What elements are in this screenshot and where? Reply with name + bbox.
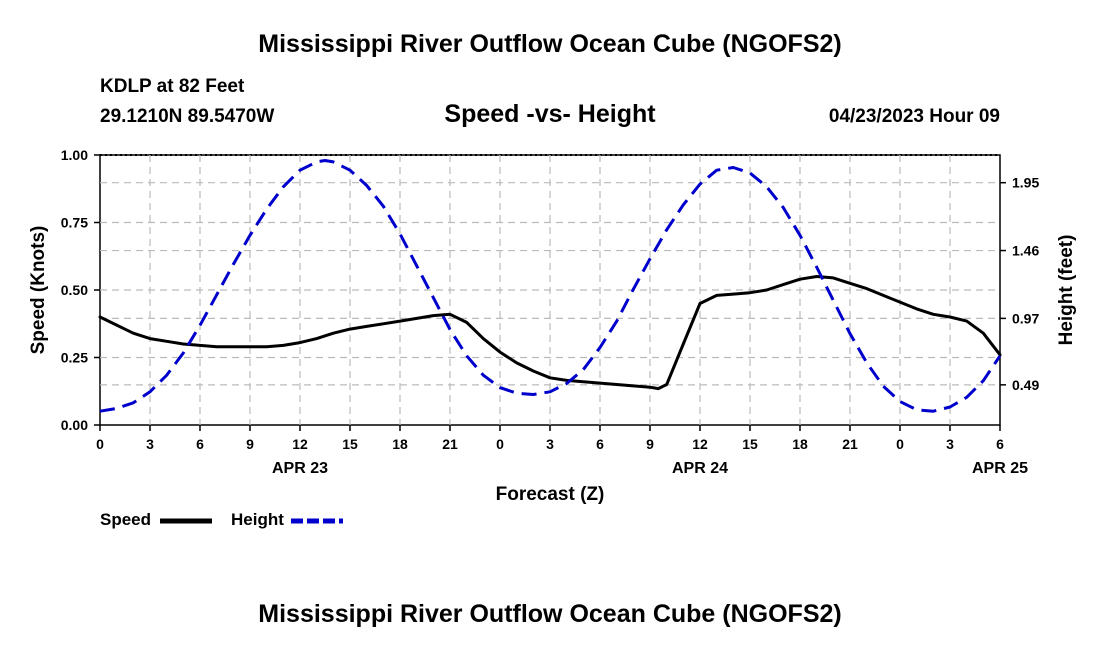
x-tick-label: 3 <box>146 436 154 452</box>
x-tick-label: 9 <box>246 436 254 452</box>
y-left-tick-label: 0.50 <box>61 282 88 298</box>
x-tick-label: 0 <box>96 436 104 452</box>
y-left-tick-label: 0.00 <box>61 417 88 433</box>
x-tick-label: 3 <box>946 436 954 452</box>
y-right-tick-label: 0.97 <box>1012 310 1039 326</box>
x-tick-label: 9 <box>646 436 654 452</box>
chart-subtitle: Speed -vs- Height <box>444 100 656 128</box>
legend-speed-swatch <box>160 518 212 524</box>
x-tick-label: 21 <box>842 436 858 452</box>
y-right-axis-title: Height (feet) <box>1056 235 1077 346</box>
station-coordinates: 29.1210N 89.5470W <box>100 106 275 127</box>
x-tick-label: 21 <box>442 436 458 452</box>
y-right-tick-label: 0.49 <box>1012 377 1039 393</box>
x-tick-label: 0 <box>896 436 904 452</box>
y-right-tick-label: 1.46 <box>1012 243 1039 259</box>
x-tick-label: 12 <box>292 436 308 452</box>
x-tick-label: 6 <box>996 436 1004 452</box>
x-tick-label: 6 <box>196 436 204 452</box>
forecast-datetime: 04/23/2023 Hour 09 <box>828 106 1000 127</box>
legend-speed-label: Speed <box>100 510 152 529</box>
x-tick-label: 15 <box>742 436 758 452</box>
x-tick-label: 0 <box>496 436 504 452</box>
x-tick-label: 6 <box>596 436 604 452</box>
series-height-line <box>99 159 1002 413</box>
top-title: Mississippi River Outflow Ocean Cube (NG… <box>258 30 842 58</box>
x-tick-label: 18 <box>792 436 808 452</box>
bottom-title: Mississippi River Outflow Ocean Cube (NG… <box>258 600 842 628</box>
x-axis-title: Forecast (Z) <box>496 484 605 505</box>
y-left-tick-label: 0.25 <box>61 350 88 366</box>
x-date-label: APR 25 <box>972 460 1028 477</box>
y-right-tick-label: 1.95 <box>1012 175 1039 191</box>
series-speed-line <box>98 275 1002 391</box>
y-left-tick-label: 0.75 <box>61 215 88 231</box>
x-tick-label: 18 <box>392 436 408 452</box>
x-date-label: APR 24 <box>672 460 728 477</box>
x-date-label: APR 23 <box>272 460 328 477</box>
x-tick-label: 3 <box>546 436 554 452</box>
x-tick-label: 15 <box>342 436 358 452</box>
x-tick-label: 12 <box>692 436 708 452</box>
y-left-axis-title: Speed (Knots) <box>28 226 49 355</box>
legend-height-swatch <box>291 518 343 524</box>
legend-height-label: Height <box>231 510 284 529</box>
y-left-tick-label: 1.00 <box>61 147 88 163</box>
station-name: KDLP at 82 Feet <box>100 76 245 97</box>
